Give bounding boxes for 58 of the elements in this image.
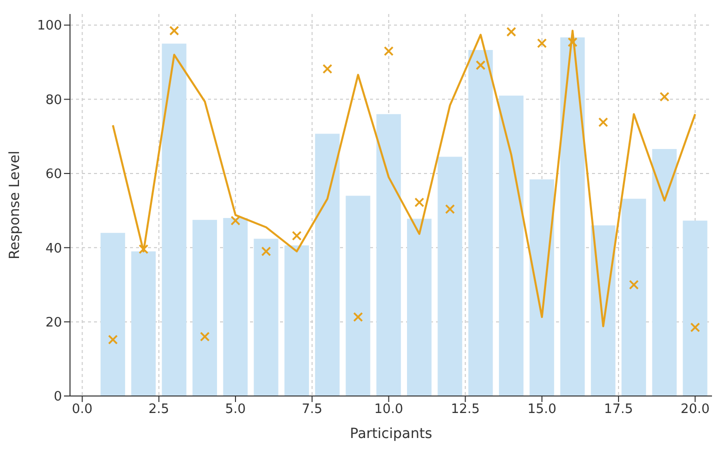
bar — [131, 251, 156, 396]
point — [322, 64, 332, 74]
point — [230, 216, 240, 226]
y-tick-label: 100 — [37, 18, 62, 34]
point — [690, 322, 700, 332]
x-tick-label: 10.0 — [374, 402, 404, 418]
point — [568, 37, 578, 48]
bar — [590, 225, 616, 396]
x-tick-label: 0.0 — [72, 402, 93, 418]
x-tick-label: 12.5 — [450, 402, 480, 418]
bar — [192, 220, 218, 396]
bar — [162, 44, 186, 396]
point — [537, 38, 547, 48]
x-axis-title: Participants — [350, 426, 432, 442]
x-tick-label: 2.5 — [148, 402, 170, 418]
bar — [223, 218, 248, 396]
bar — [284, 245, 309, 396]
point — [445, 204, 455, 214]
bar — [254, 238, 278, 396]
bar — [100, 232, 126, 396]
point — [138, 244, 148, 254]
bar — [468, 50, 493, 396]
point — [660, 92, 670, 102]
x-tick-label: 17.5 — [604, 402, 634, 418]
y-axis-title: Response Level — [6, 150, 23, 260]
bar — [346, 196, 370, 396]
bar — [315, 134, 340, 396]
x-tick-label: 5.0 — [225, 402, 246, 418]
bar — [498, 96, 524, 396]
bar — [376, 114, 401, 396]
point — [200, 332, 210, 342]
point — [628, 280, 639, 290]
point — [506, 26, 516, 37]
y-tick-label: 0 — [54, 390, 62, 405]
bar — [682, 220, 708, 396]
point — [598, 117, 608, 128]
point — [292, 230, 302, 241]
bar — [407, 218, 432, 396]
y-tick-label: 20 — [45, 315, 62, 330]
point — [353, 312, 363, 322]
bar — [652, 149, 677, 396]
bar — [622, 198, 646, 396]
point — [169, 26, 180, 36]
point — [414, 198, 424, 208]
x-tick-label: 7.5 — [302, 402, 322, 418]
point — [261, 246, 272, 256]
point — [384, 46, 394, 56]
y-tick-label: 40 — [45, 241, 62, 256]
y-tick-label: 80 — [45, 92, 62, 108]
x-tick-label: 15.0 — [527, 402, 556, 418]
bar — [438, 156, 462, 396]
point — [476, 60, 486, 70]
x-tick-label: 20.0 — [680, 402, 710, 418]
bar — [560, 37, 585, 396]
line-series — [112, 30, 696, 328]
bar — [530, 179, 554, 396]
point — [108, 334, 118, 345]
y-tick-label: 60 — [45, 167, 62, 182]
